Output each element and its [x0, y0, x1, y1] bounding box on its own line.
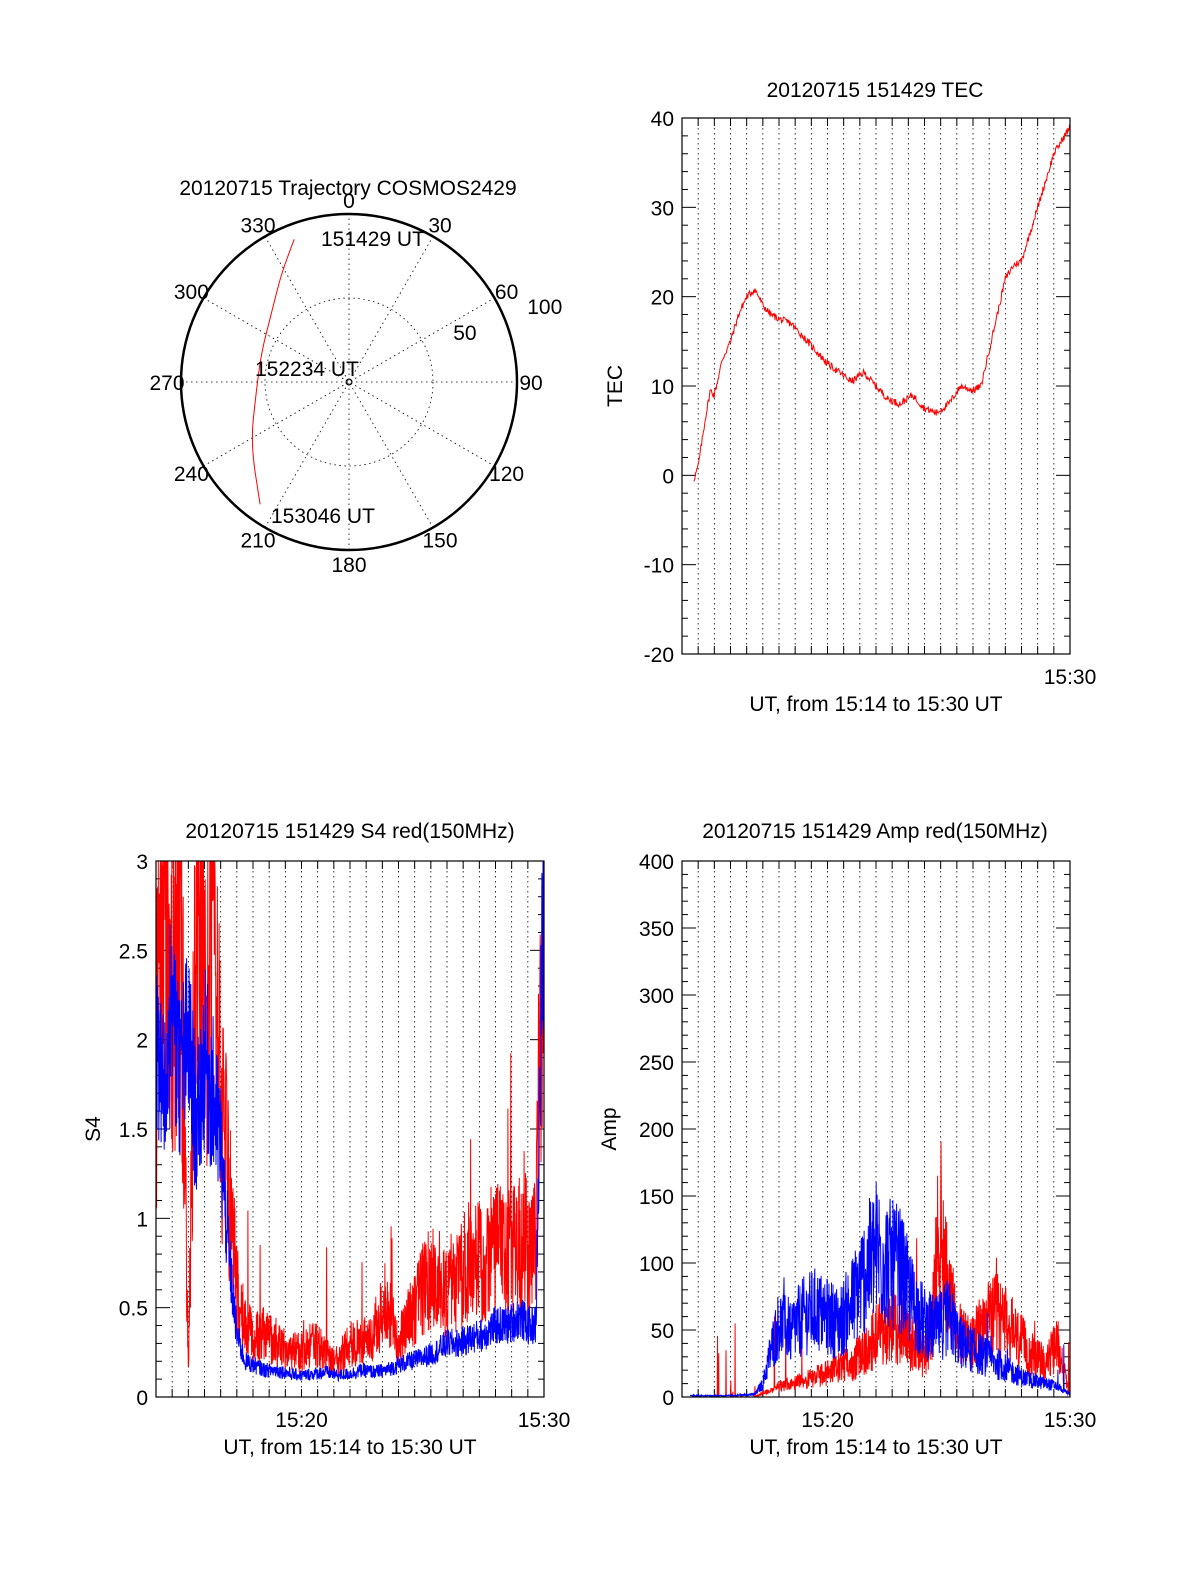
trajectory-track	[251, 239, 295, 505]
trajectory-end-label: 153046 UT	[271, 505, 375, 528]
y-tick-label: 3	[136, 851, 148, 874]
y-tick-label: 0	[662, 465, 674, 488]
y-tick-label: 400	[639, 851, 674, 874]
polar-azimuth-label: 120	[489, 463, 524, 486]
polar-azimuth-label: 90	[519, 372, 542, 395]
tec-title: 20120715 151429 TEC	[767, 79, 984, 102]
polar-azimuth-label: 330	[240, 214, 275, 237]
y-tick-label: 30	[651, 197, 674, 220]
s4-ylabel: S4	[82, 1116, 105, 1142]
polar-spoke	[203, 297, 495, 467]
y-tick-label: 1.5	[119, 1119, 148, 1142]
amp-xlabel: UT, from 15:14 to 15:30 UT	[749, 1436, 1002, 1459]
polar-ring-50	[264, 297, 434, 467]
x-tick-label: 15:30	[518, 1409, 571, 1432]
polar-azimuth-label: 30	[428, 214, 451, 237]
y-tick-label: 20	[651, 287, 674, 310]
y-tick-label: 2	[136, 1030, 148, 1053]
polar-spoke	[264, 236, 434, 528]
tec-xlabel: UT, from 15:14 to 15:30 UT	[749, 693, 1002, 716]
y-tick-label: 0.5	[119, 1298, 148, 1321]
trajectory-start-label: 151429 UT	[321, 228, 425, 251]
polar-radial-label: 100	[527, 296, 562, 319]
s4-frame	[155, 860, 545, 1398]
polar-grid	[181, 214, 517, 550]
y-tick-label: 10	[651, 376, 674, 399]
tec-frame	[681, 117, 1071, 655]
amp-title: 20120715 151429 Amp red(150MHz)	[702, 820, 1048, 843]
y-tick-label: 40	[651, 108, 674, 131]
x-tick-label: 15:30	[1044, 1409, 1097, 1432]
y-tick-label: 250	[639, 1052, 674, 1075]
y-tick-label: 50	[651, 1320, 674, 1343]
s4-title: 20120715 151429 S4 red(150MHz)	[185, 820, 514, 843]
polar-azimuth-label: 0	[343, 190, 355, 213]
polar-azimuth-label: 60	[495, 281, 518, 304]
trajectory-polar-plot: 20120715 Trajectory COSMOS2429 0 30 60 90 12…	[149, 177, 562, 577]
trajectory-mid-label: 152234 UT	[255, 358, 359, 381]
y-tick-label: 100	[639, 1253, 674, 1276]
polar-spoke	[264, 236, 434, 528]
s4-blue-series-line	[155, 860, 545, 1383]
x-tick-label: 15:30	[1044, 666, 1097, 689]
x-tick-label: 15:20	[801, 1409, 854, 1432]
tec-ticks: -20 -10 0 10 20 30 40 15:30	[644, 108, 1097, 689]
amp-ylabel: Amp	[598, 1107, 621, 1150]
x-tick-label: 15:20	[275, 1409, 328, 1432]
polar-azimuth-label: 270	[149, 372, 184, 395]
y-tick-label: -20	[644, 644, 674, 667]
polar-azimuth-label: 240	[174, 463, 209, 486]
y-tick-label: 0	[662, 1387, 674, 1410]
polar-radial-label: 50	[453, 322, 476, 345]
polar-title: 20120715 Trajectory COSMOS2429	[179, 177, 516, 200]
y-tick-label: 0	[136, 1387, 148, 1410]
tec-series-line	[693, 124, 1071, 482]
y-tick-label: 350	[639, 918, 674, 941]
y-tick-label: 1	[136, 1208, 148, 1231]
polar-azimuth-label: 150	[422, 530, 457, 553]
y-tick-label: 300	[639, 985, 674, 1008]
amp-blue-series-line	[689, 1182, 1071, 1398]
amp-plot: 20120715 151429 Amp red(150MHz) 0 50 100 15…	[598, 820, 1096, 1459]
polar-azimuth-label: 210	[240, 530, 275, 553]
amp-frame	[681, 860, 1071, 1398]
amp-red-series-line	[690, 1141, 1071, 1399]
amp-ticks: 0 50 100 150 200 250 300 350 400 15:20 15:30	[639, 851, 1096, 1432]
tec-plot: 20120715 151429 TEC -20 -10 0 10 20 30 40 15:30…	[604, 79, 1096, 716]
y-tick-label: -10	[644, 555, 674, 578]
y-tick-label: 2.5	[119, 940, 148, 963]
polar-labels: 0 30 60 90 120 150 180 210 240 270 300 330 50 100	[149, 190, 562, 577]
polar-azimuth-label: 300	[174, 281, 209, 304]
tec-ylabel: TEC	[604, 365, 627, 407]
y-tick-label: 150	[639, 1186, 674, 1209]
s4-plot: 20120715 151429 S4 red(150MHz) 0 0.5 1 1.5 2…	[82, 820, 570, 1459]
s4-xlabel: UT, from 15:14 to 15:30 UT	[223, 1436, 476, 1459]
y-tick-label: 200	[639, 1119, 674, 1142]
polar-azimuth-label: 180	[331, 554, 366, 577]
